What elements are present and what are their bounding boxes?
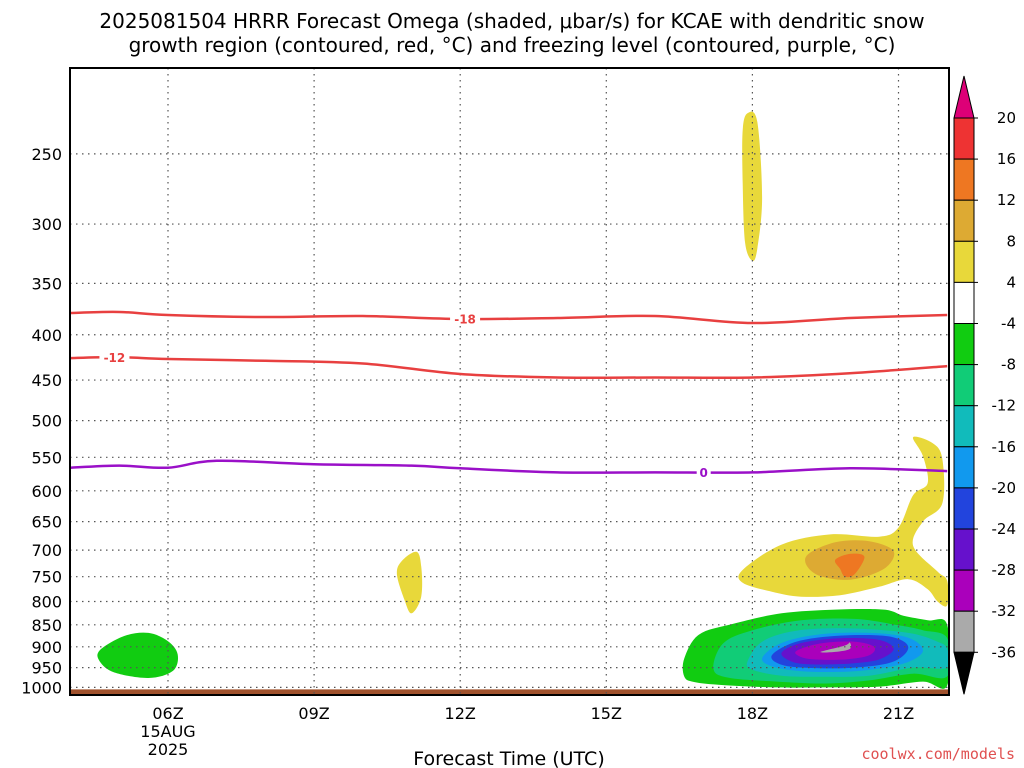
y-tick-label-900: 900 [31, 638, 62, 657]
freezing-contour-2 [70, 459, 948, 474]
colorbar-tick-label: -20 [992, 479, 1017, 497]
freezing-label-bg-2 [696, 465, 711, 480]
colorbar-tick-label: -4 [1001, 315, 1016, 333]
dendritic-label-bg-0 [450, 311, 481, 326]
colorbar-segment-8 [953, 405, 975, 448]
y-tick-label-600: 600 [31, 482, 62, 501]
omega-region-2 [738, 436, 949, 607]
ground-fill [70, 689, 949, 695]
contour-lines: -18 -12 0 [70, 310, 948, 480]
colorbar-tick-label: -24 [992, 520, 1017, 538]
x-tick-year: 2025 [148, 740, 189, 759]
colorbar-segment-7 [953, 364, 975, 407]
colorbar-tick-label: -28 [992, 561, 1017, 579]
x-tick-label-18Z: 18Z [737, 704, 768, 723]
colorbar-tick-label: -32 [992, 602, 1017, 620]
ground-layer [70, 689, 949, 695]
y-tick-label-650: 650 [31, 513, 62, 532]
colorbar-bottom-arrow [953, 651, 975, 695]
y-axis-ticks: 250 300 350 400 450 500 550 600 650 700 750 800 850 9… [21, 145, 62, 698]
y-tick-label-250: 250 [31, 145, 62, 164]
colorbar-tick-label: 16 [997, 150, 1016, 168]
y-tick-label-300: 300 [31, 215, 62, 234]
chart-title-line2: growth region (contoured, red, °C) and f… [129, 33, 896, 57]
omega-region-4 [834, 553, 865, 578]
y-tick-label-450: 450 [31, 371, 62, 390]
colorbar-top-arrow [953, 75, 975, 119]
colorbar-segment-6 [953, 323, 975, 366]
y-tick-label-850: 850 [31, 616, 62, 635]
omega-region-0 [742, 111, 763, 261]
colorbar-segment-13 [953, 610, 975, 653]
y-tick-label-750: 750 [31, 568, 62, 587]
dendritic-contour-1 [70, 355, 948, 380]
colorbar-segment-5 [953, 281, 975, 324]
x-tick-label-12Z: 12Z [445, 704, 476, 723]
colorbar-segment-11 [953, 528, 975, 571]
x-tick-label-21Z: 21Z [883, 704, 914, 723]
colorbar-segment-4 [953, 240, 975, 283]
credit-text[interactable]: coolwx.com/models [861, 745, 1015, 763]
y-tick-label-550: 550 [31, 448, 62, 467]
y-tick-label-350: 350 [31, 274, 62, 293]
omega-shading [97, 111, 949, 689]
omega-region-13 [820, 642, 852, 653]
colorbar-tick-label: -12 [992, 397, 1017, 415]
colorbar: 20 16 12 8 4 -4 -8 -12 -16 -20 -24 -28 -32 -36 [953, 75, 1017, 695]
x-tick-date: 15AUG [140, 722, 195, 741]
grid-lines [70, 68, 949, 695]
plot-frame [69, 67, 950, 696]
x-axis-label: Forecast Time (UTC) [413, 748, 604, 768]
colorbar-tick-label: 8 [1006, 232, 1016, 250]
colorbar-tick-label: 4 [1006, 273, 1016, 291]
dendritic-contour-label-0: -18 [454, 312, 476, 326]
x-tick-label-06Z: 06Z [152, 704, 183, 723]
colorbar-tick-label: -8 [1001, 356, 1016, 374]
y-tick-label-400: 400 [31, 326, 62, 345]
colorbar-tick-label: 12 [997, 191, 1016, 209]
y-tick-label-1000: 1000 [21, 678, 62, 697]
dendritic-contour-label-1: -12 [104, 351, 126, 365]
y-tick-label-800: 800 [31, 593, 62, 612]
omega-region-5 [97, 632, 179, 679]
plot-background [70, 68, 949, 695]
y-tick-label-950: 950 [31, 659, 62, 678]
colorbar-tick-label: -36 [992, 643, 1017, 661]
colorbar-segment-9 [953, 446, 975, 489]
colorbar-segment-10 [953, 487, 975, 530]
x-tick-label-15Z: 15Z [591, 704, 622, 723]
y-tick-label-700: 700 [31, 541, 62, 560]
x-tick-label-09Z: 09Z [298, 704, 329, 723]
chart-title-line1: 2025081504 HRRR Forecast Omega (shaded, … [99, 9, 924, 33]
colorbar-segment-2 [953, 158, 975, 201]
y-tick-label-500: 500 [31, 412, 62, 431]
colorbar-tick-label: 20 [997, 109, 1016, 127]
colorbar-segment-12 [953, 569, 975, 612]
colorbar-segment-1 [953, 117, 975, 160]
freezing-contour-label-2: 0 [700, 466, 708, 480]
colorbar-segment-3 [953, 199, 975, 242]
omega-region-1 [396, 551, 423, 614]
colorbar-tick-label: -16 [992, 438, 1017, 456]
dendritic-label-bg-1 [99, 350, 130, 365]
